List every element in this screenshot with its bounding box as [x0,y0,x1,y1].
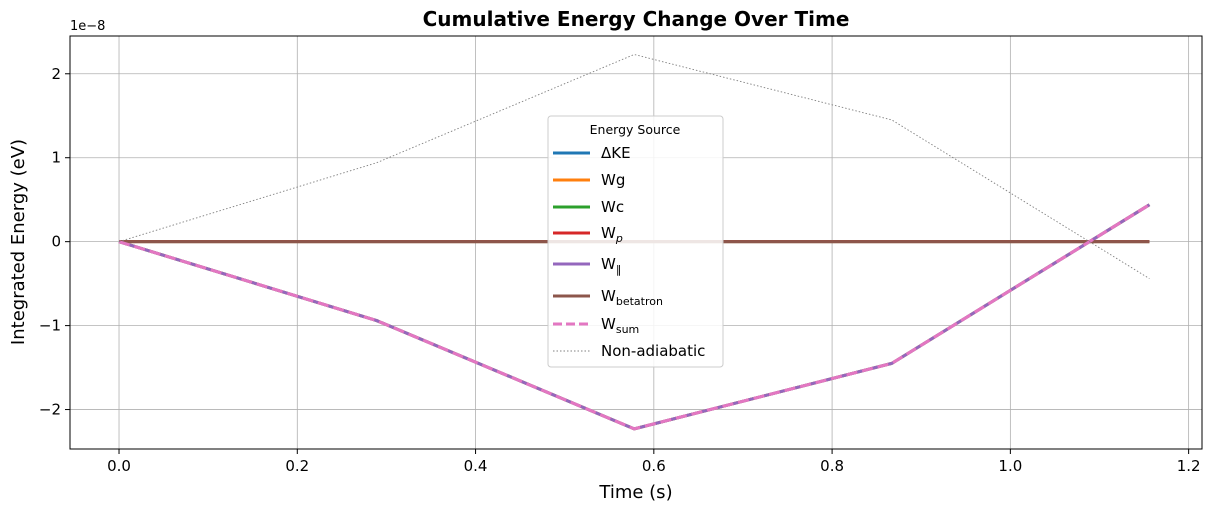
y-axis-ticks: −2 −1 0 1 2 [39,65,70,419]
x-axis-ticks: 0.0 0.2 0.4 0.6 0.8 1.0 1.2 [107,449,1201,475]
y-tick-label: −2 [39,401,61,419]
series-line-nonad [118,54,1150,279]
y-tick-label: 1 [51,149,61,167]
y-scale-label: 1e−8 [70,19,105,34]
x-tick-label: 1.2 [1177,457,1201,475]
legend-box [547,115,724,368]
legend: Energy Source ΔKEWgWcWpW‖WbetatronWsumNo… [547,115,724,368]
y-tick-label: 0 [51,233,61,251]
x-axis-label: Time (s) [598,482,672,503]
legend-title: Energy Source [590,122,681,137]
series-line-wsum [118,203,1151,431]
chart-title: Cumulative Energy Change Over Time [423,7,850,31]
x-tick-label: 0.0 [107,457,131,475]
x-tick-label: 0.6 [642,457,666,475]
y-axis-label: Integrated Energy (eV) [8,139,29,345]
y-tick-label: 2 [51,65,61,83]
x-tick-label: 0.8 [820,457,844,475]
x-tick-label: 0.2 [285,457,309,475]
x-tick-label: 0.4 [464,457,488,475]
x-tick-label: 1.0 [998,457,1022,475]
legend-label-dke: ΔKE [601,144,631,162]
y-tick-label: −1 [39,317,61,335]
legend-label-wc: Wc [601,198,624,216]
plot-frame [69,35,1203,450]
legend-label-nonad: Non-adiabatic [601,342,705,360]
legend-label-wg: Wg [601,171,625,189]
